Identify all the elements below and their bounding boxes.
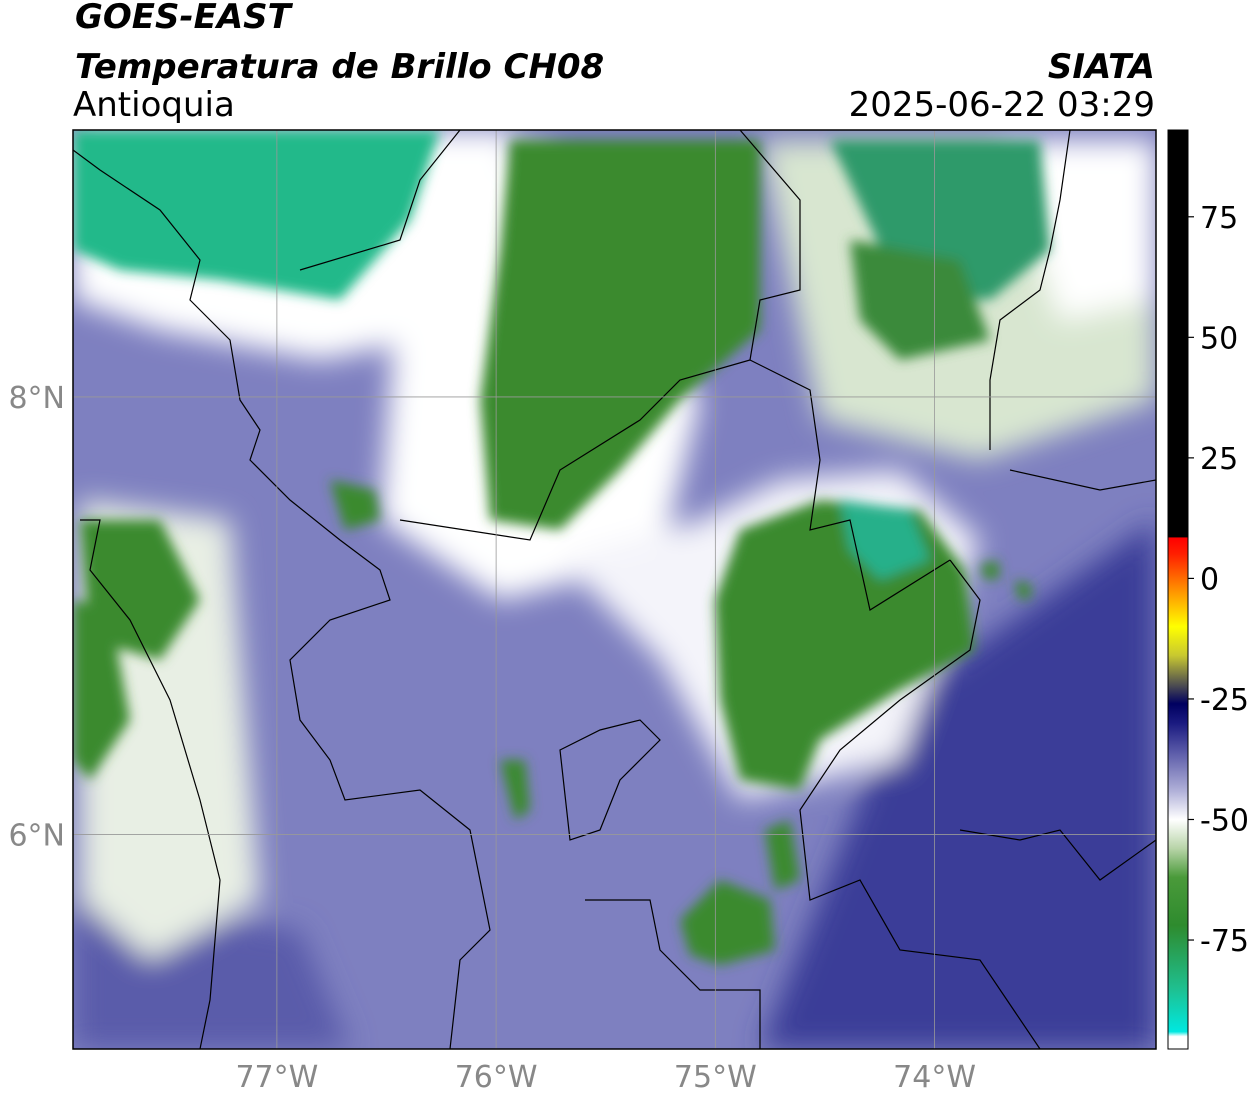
map-image	[73, 130, 1156, 1049]
colorbar-tick-label: 50	[1200, 321, 1238, 356]
x-tick-label: 76°W	[455, 1060, 538, 1095]
colorbar-tick-label: 25	[1200, 442, 1238, 477]
y-tick-label: 8°N	[8, 381, 65, 416]
y-tick-label: 6°N	[8, 819, 65, 854]
x-tick-label: 74°W	[893, 1060, 976, 1095]
agency: SIATA	[1048, 47, 1155, 87]
x-tick-label: 77°W	[235, 1060, 318, 1095]
colorbar-tick-label: 0	[1200, 562, 1219, 597]
datetime: 2025-06-22 03:29	[849, 85, 1155, 125]
satellite: GOES-EAST	[75, 0, 294, 37]
colorbar-tick-label: 75	[1200, 201, 1238, 236]
x-tick-label: 75°W	[674, 1060, 757, 1095]
product: Temperatura de Brillo CH08	[75, 47, 604, 87]
colorbar	[1167, 129, 1189, 1050]
colorbar-tick-label: -25	[1200, 683, 1249, 718]
colorbar-tick-label: -50	[1200, 803, 1249, 838]
map-frame	[72, 129, 1157, 1050]
region: Antioquia	[73, 85, 235, 125]
colorbar-tick-label: -75	[1200, 924, 1249, 959]
